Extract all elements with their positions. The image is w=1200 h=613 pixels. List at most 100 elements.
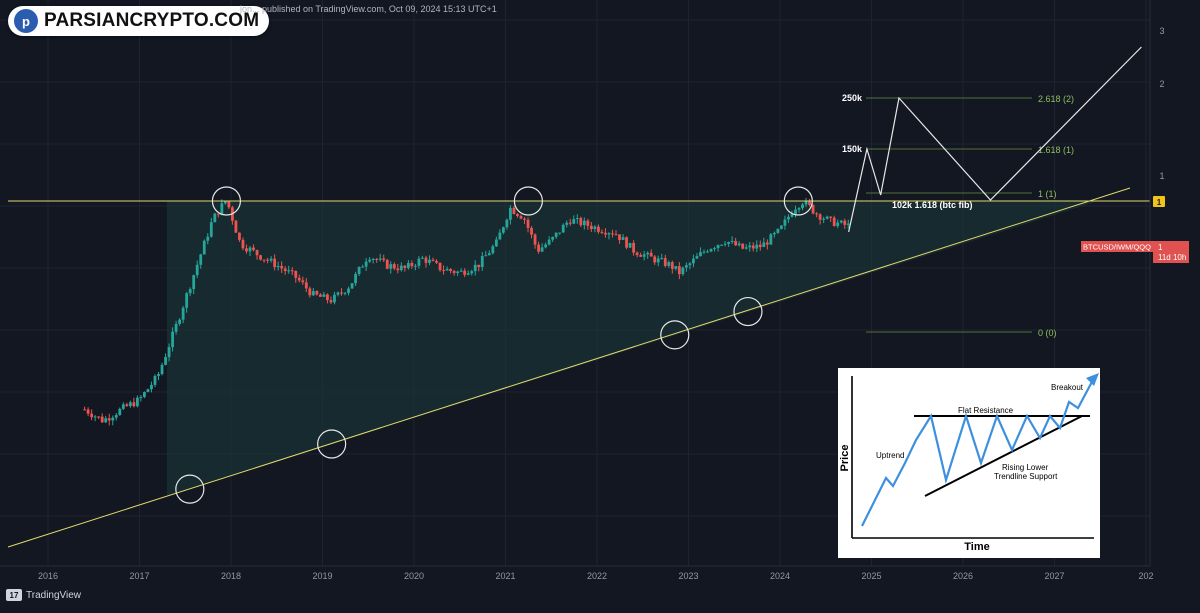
candle-body	[336, 292, 340, 295]
candle-body	[389, 264, 393, 269]
candle-body	[171, 331, 174, 348]
candle-body	[227, 200, 231, 208]
candle-body	[530, 227, 533, 235]
candle-body	[663, 258, 667, 266]
candle-body	[463, 270, 467, 275]
candle-body	[276, 265, 280, 268]
touch-circle	[175, 474, 205, 504]
price-countdown-tag[interactable]	[1153, 241, 1189, 263]
candle-body	[266, 259, 269, 261]
candle-body	[83, 409, 86, 411]
fib-label: 2.618 (2)	[1038, 94, 1074, 104]
price-tag-value: 1	[1157, 198, 1162, 207]
candle-body	[716, 245, 720, 249]
annotation-102k: 102k 1.618 (btc fib)	[892, 200, 973, 210]
candle-body	[755, 244, 759, 249]
candle-body	[628, 242, 632, 248]
x-tick-label: 2017	[129, 571, 149, 581]
candle-body	[192, 275, 196, 290]
candle-body	[456, 271, 460, 273]
candle-body	[385, 259, 389, 269]
candle-body	[421, 257, 424, 259]
candle-body	[206, 236, 210, 241]
publication-info: jon... published on TradingView.com, Oct…	[240, 4, 497, 14]
candle-body	[164, 356, 167, 365]
candle-body	[125, 404, 129, 407]
candle-body	[424, 257, 428, 263]
candle-body	[290, 270, 294, 272]
candle-body	[765, 242, 769, 245]
candle-body	[220, 203, 224, 215]
candle-body	[466, 273, 470, 275]
candle-body	[406, 262, 410, 269]
rising-support-line[interactable]	[7, 187, 1131, 548]
watermark-badge: p PARSIANCRYPTO.COM	[8, 6, 270, 36]
candle-body	[128, 402, 132, 407]
symbol-tag[interactable]	[1081, 241, 1153, 252]
candle-body	[86, 409, 90, 414]
x-tick-label: 2024	[770, 571, 790, 581]
inset-label-rising1: Rising Lower	[1002, 463, 1049, 472]
tradingview-logo-icon: 17	[6, 589, 22, 601]
candle-body	[97, 416, 101, 418]
candle-body	[107, 418, 111, 421]
candle-body	[737, 243, 741, 246]
candle-body	[318, 294, 322, 297]
candle-body	[604, 232, 607, 235]
fib-label: 0 (0)	[1038, 328, 1057, 338]
candle-body	[185, 293, 189, 308]
price-tag[interactable]	[1153, 196, 1165, 207]
candle-body	[473, 264, 477, 272]
candle-body	[167, 347, 171, 357]
inset-label-breakout: Breakout	[1051, 383, 1084, 392]
candle-body	[632, 242, 635, 253]
candle-body	[294, 270, 298, 278]
footer-brand[interactable]: 17 TradingView	[6, 589, 81, 601]
touch-circle	[783, 186, 813, 216]
candle-body	[431, 259, 435, 261]
touch-circle	[733, 296, 763, 327]
touch-circle	[660, 320, 690, 350]
candle-body	[435, 260, 438, 263]
fib-label: 1 (1)	[1038, 189, 1057, 199]
candle-body	[660, 258, 664, 260]
candle-body	[797, 208, 801, 210]
candle-body	[262, 259, 266, 261]
candle-body	[399, 265, 403, 271]
x-tick-label: 2025	[861, 571, 881, 581]
inset-label-flat: Flat Resistance	[958, 406, 1014, 415]
candle-body	[477, 264, 481, 268]
candle-body	[589, 225, 593, 230]
annotation-150k: 150k	[842, 144, 863, 154]
candle-body	[350, 283, 354, 289]
candle-body	[702, 251, 706, 253]
candle-body	[442, 270, 445, 272]
candle-body	[470, 271, 474, 274]
candle-body	[825, 216, 829, 219]
candle-body	[618, 234, 621, 240]
candle-body	[526, 219, 530, 228]
candle-body	[234, 220, 238, 233]
candle-body	[301, 280, 305, 283]
candle-body	[311, 291, 315, 296]
price-annotations: 250k 150k 102k 1.618 (btc fib)	[842, 93, 973, 210]
x-tick-label: 2021	[495, 571, 515, 581]
x-tick-label: 202	[1138, 571, 1153, 581]
candle-body	[491, 246, 495, 254]
candle-body	[452, 270, 456, 273]
inset-label-rising2: Trendline Support	[994, 472, 1058, 481]
candle-body	[340, 292, 343, 294]
candle-body	[572, 219, 576, 224]
watermark-text: PARSIANCRYPTO.COM	[44, 10, 260, 31]
candle-body	[558, 232, 562, 234]
candle-body	[195, 264, 199, 276]
candle-body	[681, 267, 685, 275]
candle-body	[104, 418, 108, 423]
candle-body	[846, 223, 850, 225]
candle-body	[692, 258, 695, 264]
candle-body	[315, 291, 319, 295]
candle-body	[157, 374, 160, 376]
candle-body	[730, 240, 734, 242]
candle-body	[297, 277, 301, 281]
